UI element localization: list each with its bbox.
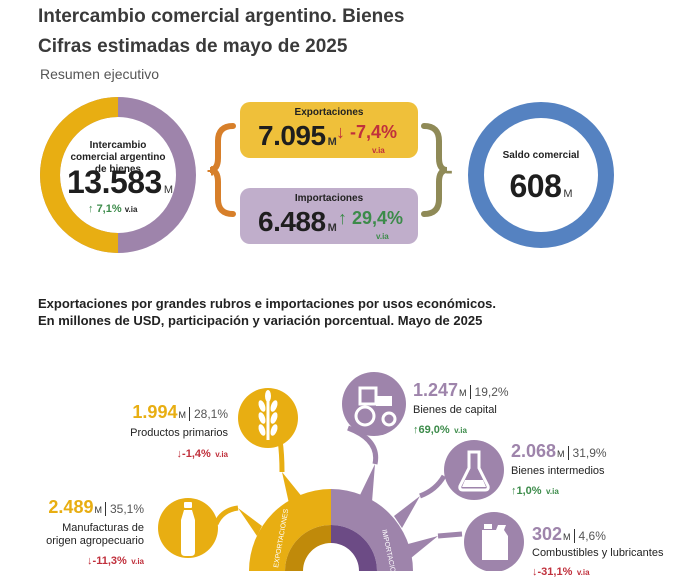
export-item-productos-primarios: 1.994M 28,1% Productos primarios ↓-1,4% v…: [128, 402, 228, 462]
saldo-unit: M: [563, 188, 573, 200]
importaciones-variation: ↑ 29,4%: [338, 208, 404, 228]
connector-manufacturas: [213, 505, 239, 526]
donut-imports-outer: [331, 489, 413, 571]
combustibles-name: Combustibles y lubricantes: [532, 547, 664, 559]
saldo-label: Saldo comercial: [502, 150, 580, 161]
export-item-manufacturas: 2.489M 35,1% Manufacturas de origen agrop…: [40, 497, 144, 569]
page-title: Intercambio comercial argentino. Bienes: [38, 6, 405, 27]
import-item-bienes-intermedios: 2.068M 31,9% Bienes intermedios ↑1,0% v.i…: [511, 441, 607, 499]
intercambio-value-group: 13.583 M: [60, 164, 180, 201]
import-item-bienes-capital: 1.247M 19,2% Bienes de capital ↑69,0% v.i…: [413, 380, 509, 438]
down-arrow-icon: ↓: [176, 448, 183, 460]
capital-value-group: 1.247M 19,2%: [413, 380, 509, 400]
spike-productos: [282, 472, 303, 508]
spike-intermedios: [394, 496, 420, 528]
minus-sign: -: [445, 158, 453, 183]
manufacturas-name: Manufacturas de origen agropecuario: [46, 522, 144, 547]
exportaciones-suffix: v.ia: [372, 146, 385, 155]
donut-exports-outer: [249, 489, 331, 571]
plus-bracket: [209, 123, 236, 217]
spike-capital: [360, 464, 375, 502]
down-arrow-icon: ↓: [336, 122, 345, 142]
section-label: Resumen ejecutivo: [40, 66, 160, 82]
down-arrow-icon: ↓: [87, 555, 93, 567]
donut-imports-inner: [331, 525, 377, 571]
intermedios-value-group: 2.068M 31,9%: [511, 441, 607, 461]
up-arrow-icon: ↑: [88, 203, 94, 215]
minus-bracket: [421, 123, 448, 217]
fuel-can-icon: [482, 524, 508, 560]
combustibles-variation: ↓-31,1% v.ia: [532, 566, 590, 578]
importaciones-value-group: 6.488 M: [258, 206, 337, 237]
up-arrow-icon: ↑: [511, 485, 517, 497]
capital-variation: ↑69,0% v.ia: [413, 424, 467, 436]
flask-icon: [458, 450, 490, 492]
importaciones-suffix: v.ia: [376, 232, 389, 241]
import-item-combustibles: 302M 4,6% Combustibles y lubricantes ↓-31…: [532, 524, 663, 580]
wheat-icon: [258, 390, 278, 440]
exportaciones-box: Exportaciones 7.095 M ↓ -7,4% v.ia: [240, 102, 418, 158]
intercambio-label: Intercambio comercial argentino de biene…: [70, 140, 166, 175]
connector-combustibles: [437, 531, 463, 539]
summary-graphics: [40, 97, 614, 253]
intercambio-ring-exports: [40, 97, 119, 253]
spike-manufacturas: [238, 508, 262, 536]
bottle-icon: [181, 502, 195, 556]
breakdown-graphics: EXPORTACIONES IMPORTACIONES: [158, 372, 524, 571]
intermedios-name: Bienes intermedios: [511, 465, 605, 477]
productos-name: Productos primarios: [130, 427, 228, 439]
saldo-value-group: 608 M: [490, 168, 592, 205]
connector-capital: [347, 425, 379, 465]
saldo-value: 608: [509, 168, 562, 204]
up-arrow-icon: ↑: [413, 424, 419, 436]
intercambio-variation: ↑ 7,1% v.ia: [88, 203, 138, 215]
spike-combustibles: [408, 536, 438, 558]
intermedios-variation: ↑1,0% v.ia: [511, 485, 559, 497]
saldo-ring: [468, 102, 614, 248]
productos-value-group: 1.994M 28,1%: [132, 402, 228, 422]
manufacturas-value-group: 2.489M 35,1%: [48, 497, 144, 517]
importaciones-label: Importaciones: [294, 193, 364, 204]
combustibles-value-group: 302M 4,6%: [532, 524, 606, 544]
importaciones-box: Importaciones 6.488 M ↑ 29,4% v.ia: [240, 188, 418, 244]
breakdown-title: Exportaciones por grandes rubros e impor…: [38, 296, 496, 328]
tractor-icon: [354, 386, 397, 427]
exportaciones-value-group: 7.095 M: [258, 120, 337, 151]
up-arrow-icon: ↑: [338, 208, 347, 228]
capital-name: Bienes de capital: [413, 404, 497, 416]
page-subtitle: Cifras estimadas de mayo de 2025: [38, 36, 348, 57]
intercambio-value: 13.583: [66, 164, 162, 200]
plus-sign: +: [206, 161, 218, 181]
intercambio-unit: M: [163, 184, 174, 196]
exportaciones-variation: ↓ -7,4%: [336, 122, 398, 142]
connector-intermedios: [419, 474, 447, 499]
exportaciones-label: Exportaciones: [294, 107, 364, 118]
productos-variation: ↓-1,4% v.ia: [176, 448, 228, 460]
manufacturas-variation: ↓-11,3% v.ia: [87, 555, 144, 567]
donut-exports-inner: [285, 525, 331, 571]
